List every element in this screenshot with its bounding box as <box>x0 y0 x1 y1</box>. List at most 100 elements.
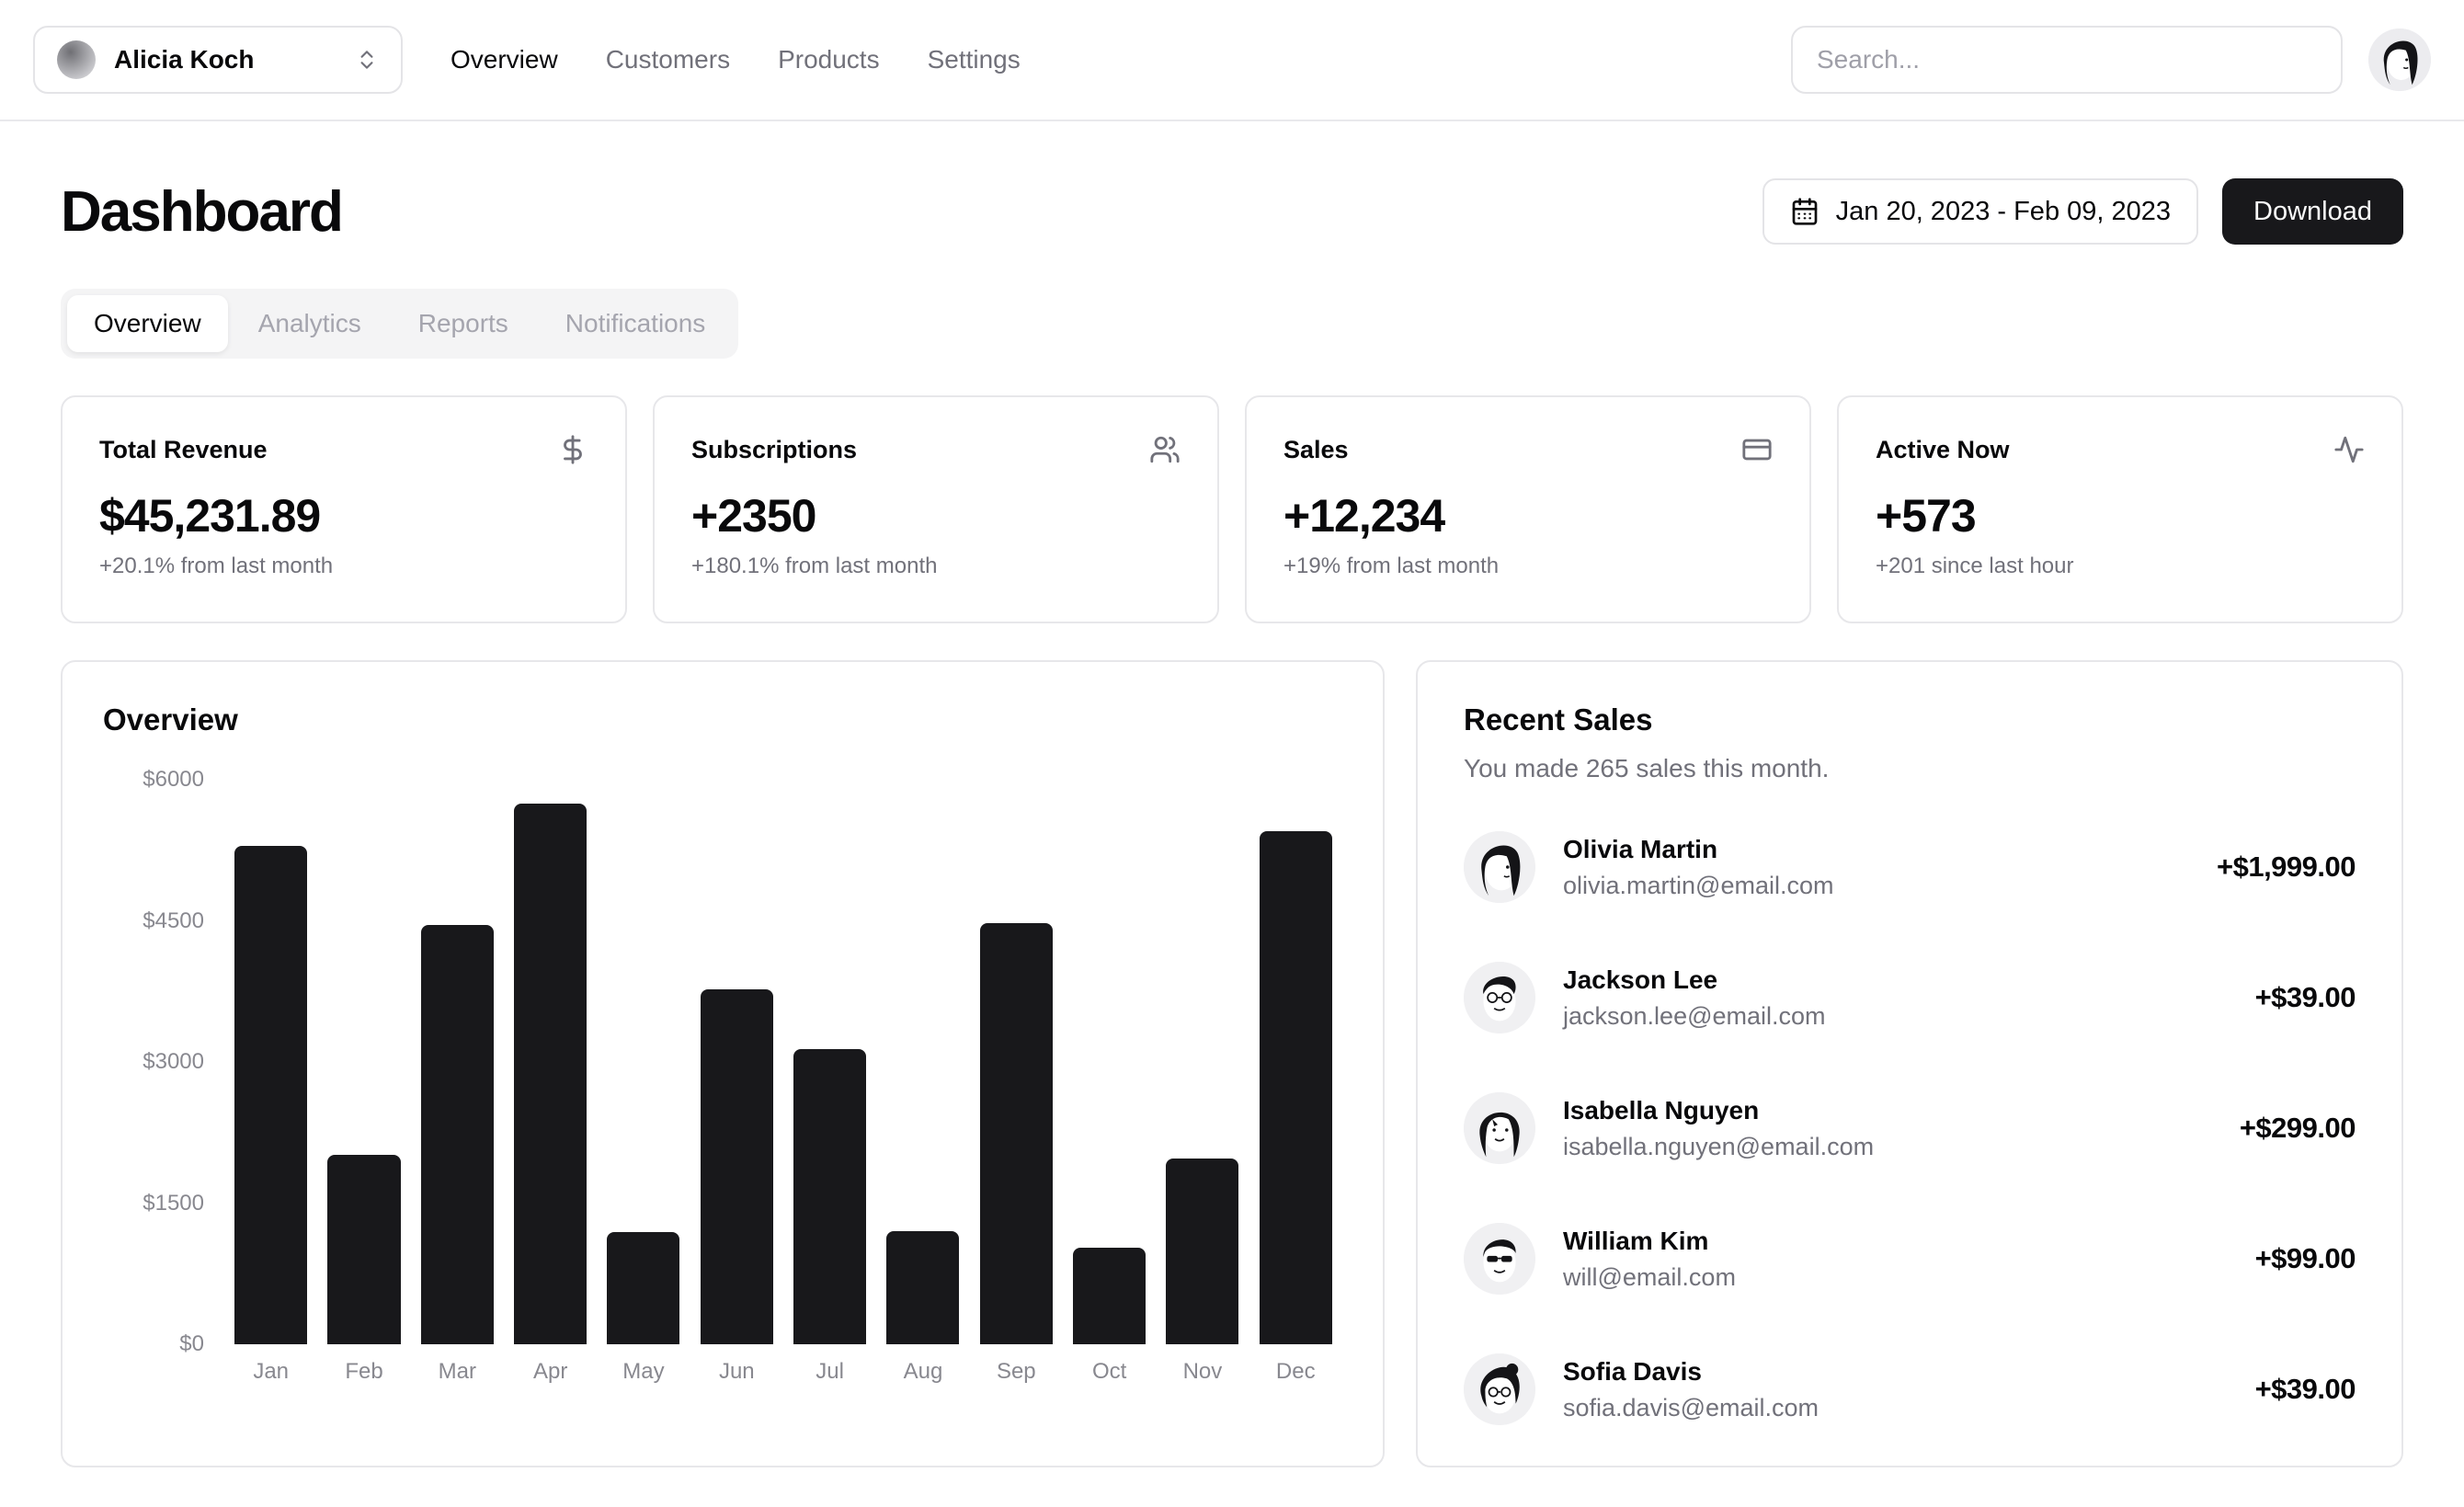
y-tick-label: $4500 <box>143 908 204 933</box>
stat-value: +2350 <box>691 490 816 542</box>
stat-card-total-revenue: Total Revenue $45,231.89 +20.1% from las… <box>61 395 627 623</box>
team-switcher[interactable]: Alicia Koch <box>33 26 403 94</box>
chart-bar-jul <box>793 1048 867 1344</box>
stat-title: Subscriptions <box>691 435 858 463</box>
y-tick-label: $6000 <box>143 767 204 792</box>
chart-bar-feb <box>327 1155 401 1344</box>
x-tick-label: May <box>622 1359 665 1384</box>
sale-amount: +$1,999.00 <box>2216 851 2356 883</box>
team-avatar <box>57 40 96 79</box>
recent-sales-title: Recent Sales <box>1464 702 1653 736</box>
bar-chart: $6000 $4500 $3000 $1500 $0 Jan Feb Mar Apr May Ju… <box>103 767 1342 1385</box>
stat-title: Active Now <box>1876 435 2010 463</box>
customer-avatar <box>1464 1223 1535 1295</box>
chart-bar-jun <box>700 989 773 1344</box>
chart-bar-apr <box>514 803 587 1344</box>
recent-sales-card: Recent Sales You made 265 sales this mon… <box>1416 660 2403 1467</box>
sale-row: Jackson Lee jackson.lee@email.com +$39.0… <box>1464 962 2356 1033</box>
tab-overview[interactable]: Overview <box>67 295 228 352</box>
stat-cards-row: Total Revenue $45,231.89 +20.1% from las… <box>61 395 2403 623</box>
activity-icon <box>2333 434 2365 465</box>
y-tick-label: $3000 <box>143 1049 204 1074</box>
x-tick-label: Feb <box>345 1359 383 1384</box>
chart-bar-jan <box>234 845 308 1344</box>
stat-change: +180.1% from last month <box>691 554 938 578</box>
calendar-icon <box>1790 197 1819 226</box>
stat-title: Total Revenue <box>99 435 268 463</box>
x-tick-label: Apr <box>532 1359 568 1384</box>
y-tick-label: $1500 <box>143 1190 204 1216</box>
customer-name: William Kim <box>1563 1226 1709 1255</box>
date-range-picker[interactable]: Jan 20, 2023 - Feb 09, 2023 <box>1762 178 2199 245</box>
x-tick-label: Jul <box>816 1359 844 1384</box>
x-tick-label: Mar <box>438 1359 476 1384</box>
tab-notifications[interactable]: Notifications <box>539 295 733 352</box>
stat-change: +201 since last hour <box>1876 554 2074 578</box>
search-input[interactable] <box>1791 26 2343 94</box>
sale-row: Olivia Martin olivia.martin@email.com +$… <box>1464 831 2356 903</box>
chart-bar-nov <box>1166 1159 1239 1344</box>
team-name: Alicia Koch <box>114 45 255 74</box>
customer-email: will@email.com <box>1563 1262 1736 1291</box>
sale-amount: +$99.00 <box>2254 1242 2356 1274</box>
main-nav: Overview Customers Products Settings <box>451 45 1021 74</box>
stat-value: $45,231.89 <box>99 490 321 542</box>
credit-card-icon <box>1741 434 1773 465</box>
chart-bar-sep <box>979 922 1053 1344</box>
customer-name: Olivia Martin <box>1563 834 1718 863</box>
user-avatar[interactable] <box>2368 29 2431 91</box>
stat-card-active-now: Active Now +573 +201 since last hour <box>1837 395 2403 623</box>
recent-sales-list: Olivia Martin olivia.martin@email.com +$… <box>1464 831 2356 1425</box>
stat-card-subscriptions: Subscriptions +2350 +180.1% from last mo… <box>653 395 1219 623</box>
sale-row: Sofia Davis sofia.davis@email.com +$39.0… <box>1464 1353 2356 1425</box>
date-range-label: Jan 20, 2023 - Feb 09, 2023 <box>1835 196 2172 226</box>
bar-chart-yaxis: $6000 $4500 $3000 $1500 $0 <box>110 767 204 1356</box>
customer-avatar <box>1464 1353 1535 1425</box>
chevrons-up-down-icon <box>355 48 379 72</box>
tab-reports[interactable]: Reports <box>392 295 535 352</box>
dashboard-tabs: Overview Analytics Reports Notifications <box>61 289 739 359</box>
x-tick-label: Jan <box>253 1359 290 1384</box>
sale-amount: +$299.00 <box>2239 1112 2356 1144</box>
customer-avatar <box>1464 1092 1535 1164</box>
customer-name: Sofia Davis <box>1563 1356 1702 1386</box>
customer-email: sofia.davis@email.com <box>1563 1393 1819 1421</box>
overview-chart-card: Overview $6000 $4500 $3000 $1500 $0 Jan Feb Ma… <box>61 660 1385 1467</box>
stat-change: +20.1% from last month <box>99 554 334 578</box>
dollar-sign-icon <box>557 434 588 465</box>
dashboard-page: Dashboard Jan 20, 2023 - Feb 09, 2023 Do… <box>0 121 2464 1467</box>
sale-row: Isabella Nguyen isabella.nguyen@email.co… <box>1464 1092 2356 1164</box>
chart-title: Overview <box>103 702 238 736</box>
stat-value: +573 <box>1876 490 1977 542</box>
customer-email: isabella.nguyen@email.com <box>1563 1132 1875 1160</box>
stat-value: +12,234 <box>1283 490 1445 542</box>
top-navigation-bar: Alicia Koch Overview Customers Products … <box>0 0 2464 121</box>
customer-email: jackson.lee@email.com <box>1563 1001 1826 1030</box>
customer-avatar <box>1464 831 1535 903</box>
chart-bar-may <box>607 1232 680 1344</box>
chart-bar-mar <box>420 924 494 1344</box>
customer-email: olivia.martin@email.com <box>1563 871 1834 899</box>
customer-avatar <box>1464 962 1535 1033</box>
chart-bar-dec <box>1259 831 1332 1344</box>
stat-card-sales: Sales +12,234 +19% from last month <box>1245 395 1811 623</box>
stat-title: Sales <box>1283 435 1349 463</box>
stat-change: +19% from last month <box>1283 554 1500 578</box>
chart-bar-aug <box>886 1231 960 1344</box>
sale-row: William Kim will@email.com +$99.00 <box>1464 1223 2356 1295</box>
tab-analytics[interactable]: Analytics <box>232 295 388 352</box>
x-tick-label: Jun <box>718 1359 755 1384</box>
page-title: Dashboard <box>61 179 344 244</box>
bar-chart-xlabels: Jan Feb Mar Apr May Jun Jul Aug Sep Oct Nov Dec <box>224 1359 1342 1385</box>
nav-link-overview[interactable]: Overview <box>451 45 558 74</box>
nav-link-settings[interactable]: Settings <box>927 45 1021 74</box>
customer-name: Jackson Lee <box>1563 965 1718 994</box>
recent-sales-subtitle: You made 265 sales this month. <box>1464 754 1830 782</box>
nav-link-products[interactable]: Products <box>778 45 880 74</box>
customer-name: Isabella Nguyen <box>1563 1095 1760 1125</box>
download-button[interactable]: Download <box>2222 178 2403 245</box>
y-tick-label: $0 <box>179 1331 204 1356</box>
x-tick-label: Nov <box>1182 1359 1223 1384</box>
chart-bar-oct <box>1073 1247 1146 1344</box>
nav-link-customers[interactable]: Customers <box>605 45 731 74</box>
